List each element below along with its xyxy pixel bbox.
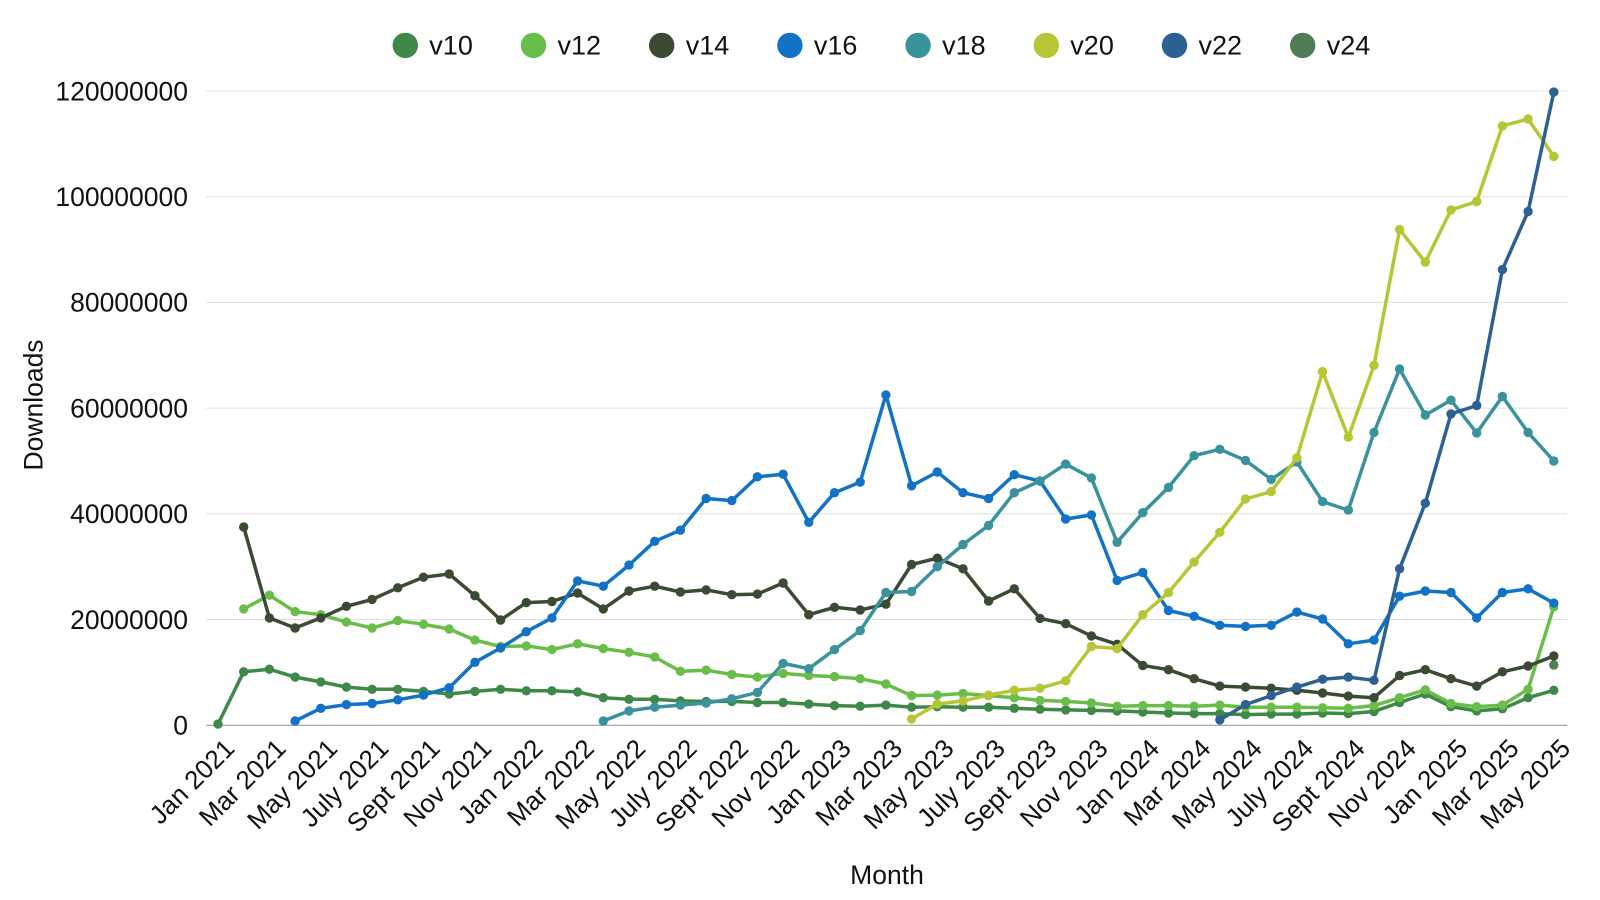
svg-text:40000000: 40000000 <box>70 499 188 529</box>
svg-text:120000000: 120000000 <box>55 76 188 106</box>
svg-text:v22: v22 <box>1199 31 1243 61</box>
svg-text:v18: v18 <box>942 31 986 61</box>
svg-text:Month: Month <box>850 860 924 890</box>
svg-text:v14: v14 <box>686 31 730 61</box>
svg-text:v12: v12 <box>558 31 602 61</box>
svg-text:60000000: 60000000 <box>70 393 188 423</box>
svg-text:20000000: 20000000 <box>70 605 188 635</box>
svg-text:0: 0 <box>173 711 188 741</box>
svg-text:v24: v24 <box>1327 31 1371 61</box>
svg-text:80000000: 80000000 <box>70 288 188 318</box>
svg-text:v10: v10 <box>429 31 473 61</box>
svg-text:v16: v16 <box>814 31 858 61</box>
svg-text:Downloads: Downloads <box>19 339 49 470</box>
svg-text:100000000: 100000000 <box>55 182 188 212</box>
svg-text:v20: v20 <box>1070 31 1114 61</box>
